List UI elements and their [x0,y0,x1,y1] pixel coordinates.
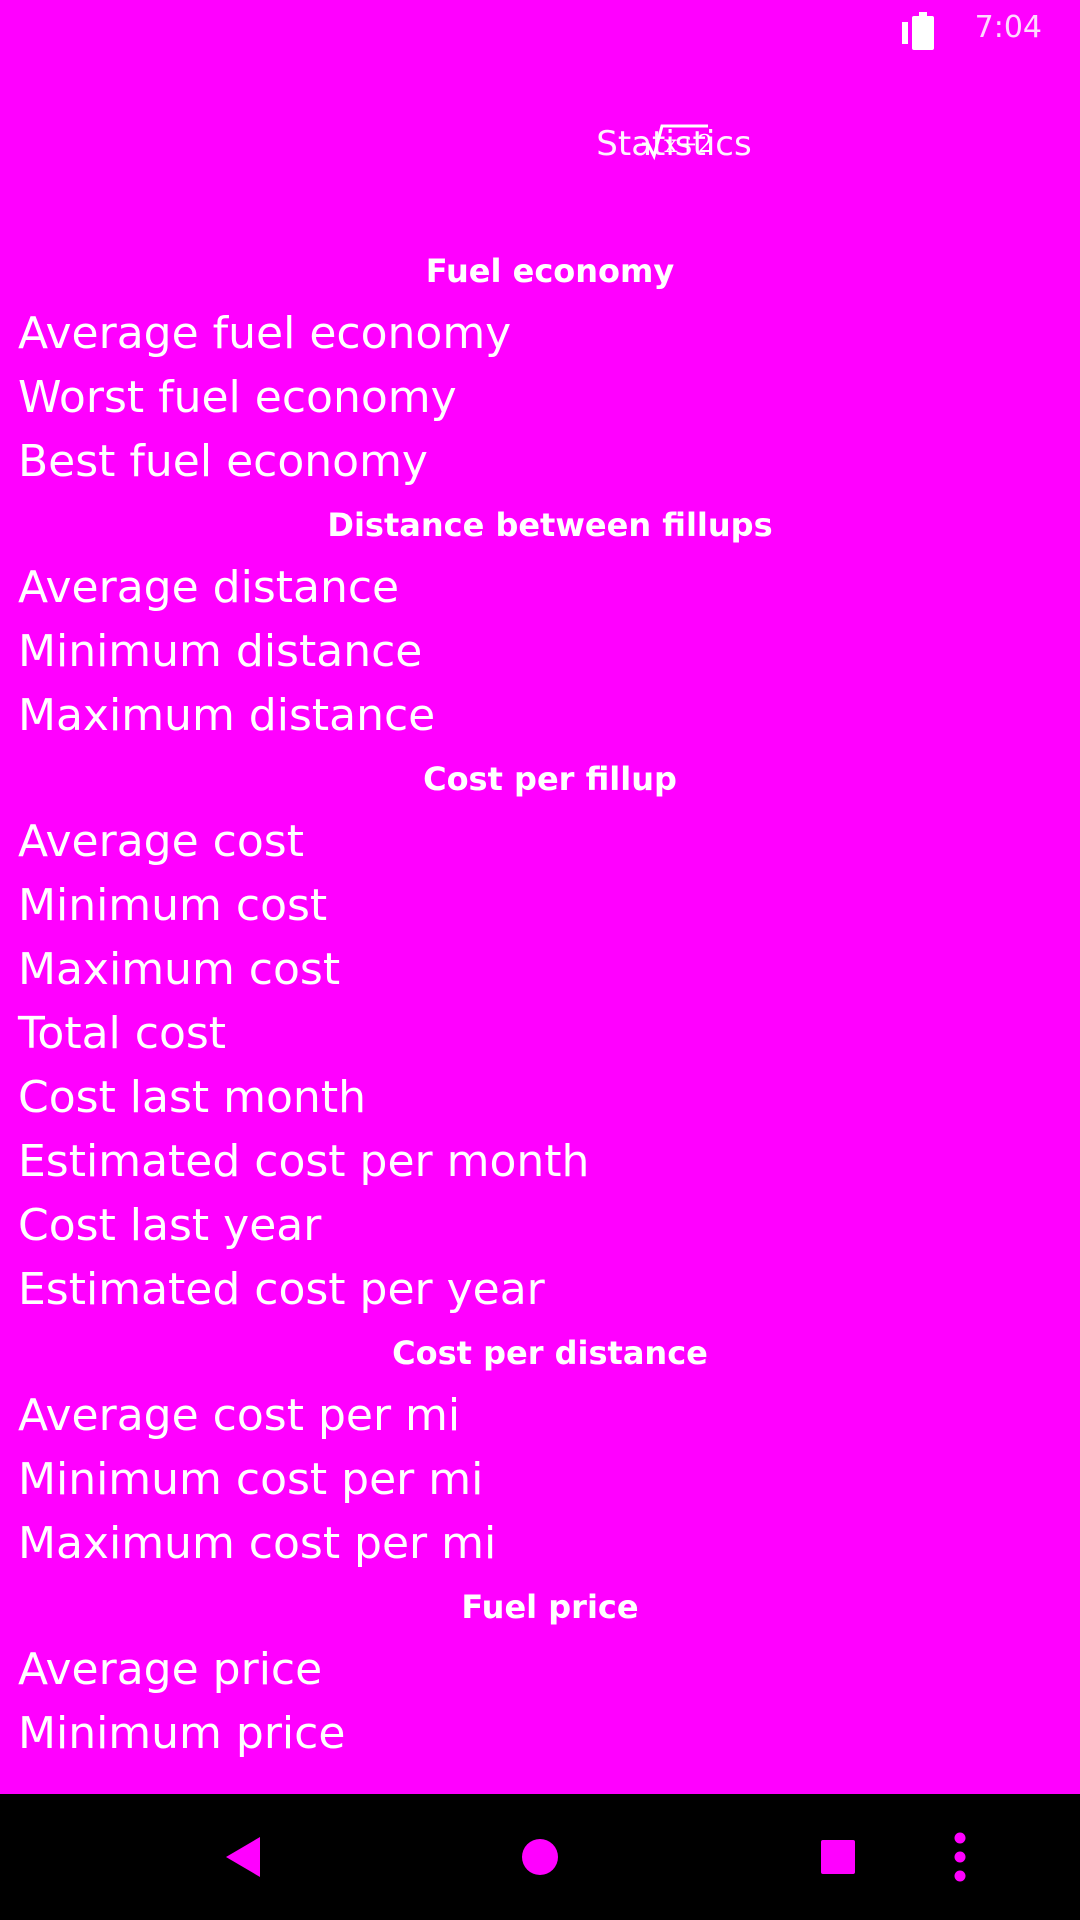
stat-row-cost-last-month: Cost last month [18,1072,366,1123]
signal-icon [880,16,910,46]
stat-row-average-fuel-economy: Average fuel economy [18,308,512,359]
sqrt-x-plus-2-logo-icon: x+2 [640,122,713,162]
stat-row-minimum-price: Minimum price [18,1708,346,1759]
stat-row-average-cost: Average cost [18,816,304,867]
recents-square-icon[interactable] [808,1827,868,1887]
status-time: 7:04 [974,10,1042,45]
stat-row-estimated-cost-per-year: Estimated cost per year [18,1264,545,1315]
home-circle-icon[interactable] [510,1827,570,1887]
section-header-cost-per-distance: Cost per distance [392,1334,708,1372]
stat-row-average-price: Average price [18,1644,323,1695]
section-header-distance-between-fillups: Distance between fillups [327,506,773,544]
section-header-fuel-economy: Fuel economy [425,252,675,290]
stat-row-minimum-distance: Minimum distance [18,626,423,677]
stat-row-average-cost-per-mi: Average cost per mi [18,1390,461,1441]
stat-row-maximum-cost: Maximum cost [18,944,341,995]
stat-row-worst-fuel-economy: Worst fuel economy [18,372,457,423]
svg-text:x+2: x+2 [664,130,710,158]
stat-row-total-cost: Total cost [18,1008,227,1059]
back-triangle-icon[interactable] [212,1827,272,1887]
stat-row-maximum-cost-per-mi: Maximum cost per mi [18,1518,497,1569]
stat-row-best-fuel-economy: Best fuel economy [18,436,428,487]
stat-row-estimated-cost-per-month: Estimated cost per month [18,1136,590,1187]
status-bar: 7:04 [0,0,1080,60]
stat-row-maximum-distance: Maximum distance [18,690,436,741]
more-vertical-icon[interactable] [930,1827,990,1887]
statistics-list[interactable]: Fuel economy Average fuel economy Worst … [0,240,1080,1762]
screen-title: Statistics [596,124,752,164]
stat-row-average-distance: Average distance [18,562,400,613]
navigation-bar [0,1794,1080,1920]
app-header: x+2 [0,60,1080,220]
stat-row-minimum-cost: Minimum cost [18,880,328,931]
battery-icon [912,12,934,50]
section-header-fuel-price: Fuel price [461,1588,639,1626]
stat-row-cost-last-year: Cost last year [18,1200,322,1251]
stat-row-minimum-cost-per-mi: Minimum cost per mi [18,1454,484,1505]
section-header-cost-per-fillup: Cost per fillup [423,760,677,798]
